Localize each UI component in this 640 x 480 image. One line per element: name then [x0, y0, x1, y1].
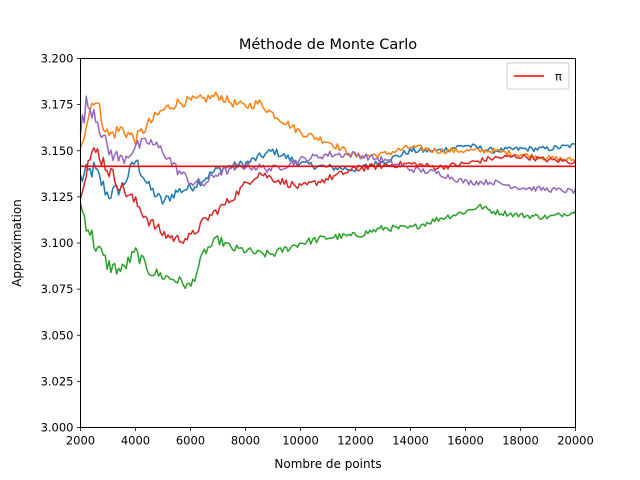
y-tick-label: 3.000	[41, 421, 74, 435]
legend: π	[506, 62, 570, 90]
x-tick-label: 10000	[282, 434, 319, 448]
y-axis-label: Approximation	[10, 199, 24, 287]
y-tick-label: 3.175	[41, 98, 74, 112]
y-tick-label: 3.125	[41, 190, 74, 204]
y-tick-label: 3.075	[41, 282, 74, 296]
y-tick-label: 3.050	[41, 328, 74, 342]
series-line-2	[79, 91, 577, 163]
y-axis-ticks: 3.000 3.025 3.050 3.075 3.100 3.125 3.150 3.175…	[41, 52, 81, 435]
series-line-4	[79, 147, 577, 244]
plot-area	[79, 91, 577, 290]
x-axis-label: Nombre de points	[274, 457, 381, 471]
y-tick-label: 3.100	[41, 236, 74, 250]
x-tick-label: 18000	[502, 434, 539, 448]
x-tick-label: 16000	[447, 434, 484, 448]
series-line-5	[79, 95, 577, 195]
x-tick-label: 4000	[121, 434, 150, 448]
x-tick-label: 8000	[231, 434, 260, 448]
legend-label-pi: π	[555, 70, 562, 84]
plot-frame	[80, 58, 576, 428]
x-tick-label: 2000	[66, 434, 95, 448]
x-axis-ticks: 2000 4000 6000 8000 10000 12000 14000 16000 1800…	[66, 427, 594, 448]
x-tick-label: 14000	[392, 434, 429, 448]
series-line-3	[79, 202, 577, 290]
x-tick-label: 20000	[557, 434, 594, 448]
x-tick-label: 12000	[337, 434, 374, 448]
chart-title: Méthode de Monte Carlo	[239, 37, 417, 53]
x-tick-label: 6000	[176, 434, 205, 448]
y-tick-label: 3.150	[41, 144, 74, 158]
y-tick-label: 3.025	[41, 374, 74, 388]
y-tick-label: 3.200	[41, 52, 74, 66]
